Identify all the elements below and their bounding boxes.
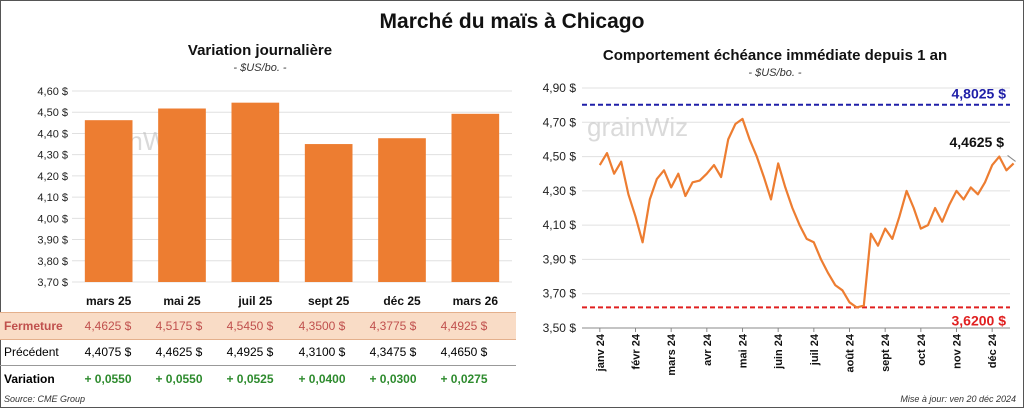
y-tick-label: 3,50 $ (543, 321, 577, 335)
x-tick-label: avr 24 (702, 333, 714, 366)
y-tick-label: 4,00 $ (37, 213, 68, 225)
last-value-leader (1007, 155, 1016, 162)
y-tick-label: 4,30 $ (543, 184, 577, 198)
table-row-fermeture: Fermeture 4,4625 $ 4,5175 $ 4,5450 $ 4,3… (0, 312, 516, 340)
bar (158, 108, 206, 282)
bar (378, 138, 426, 282)
source-note: Source: CME Group (4, 394, 86, 404)
last-value-label: 4,4625 $ (950, 134, 1005, 150)
bar (304, 144, 353, 282)
x-tick-label: sept 24 (880, 333, 892, 372)
table-cell: 4,5450 $ (226, 319, 274, 333)
table-cell: + 0,0550 (84, 372, 132, 386)
line-chart-title: Comportement échéance immédiate depuis 1… (602, 47, 948, 64)
y-tick-label: 3,70 $ (37, 277, 68, 289)
y-tick-label: 3,70 $ (543, 287, 577, 301)
table-cell: + 0,0550 (155, 372, 203, 386)
table-cell: 4,4625 $ (84, 319, 132, 333)
bar (84, 120, 133, 282)
x-tick-label: sept 25 (308, 294, 350, 308)
table-cell: 4,3500 $ (298, 319, 346, 333)
y-tick-label: 4,40 $ (37, 128, 68, 140)
watermark: grainWiz (587, 112, 688, 142)
table-cell: 4,4075 $ (84, 345, 132, 359)
x-tick-label: nov 24 (952, 333, 964, 369)
bar (231, 102, 280, 282)
bar-chart-unit: - $US/bo. - (233, 62, 287, 74)
y-tick-label: 4,10 $ (37, 192, 68, 204)
reference-label: 3,6200 $ (952, 312, 1007, 328)
table-cell: 4,3775 $ (369, 319, 417, 333)
x-tick-label: mai 25 (163, 294, 201, 308)
x-tick-label: mai 24 (738, 333, 750, 368)
table-cell: 4,4650 $ (440, 345, 488, 359)
table-cell: + 0,0300 (369, 372, 417, 386)
table-cell: + 0,0400 (298, 372, 346, 386)
bar-chart: 3,70 $ 3,80 $ 3,90 $ 4,00 $ 4,10 $ 4,20 $ 4,30… (37, 86, 512, 308)
x-tick-label: oct 24 (916, 333, 928, 366)
y-tick-label: 4,70 $ (543, 115, 577, 129)
x-tick-label: juil 24 (809, 333, 821, 366)
table-row-variation: Variation + 0,0550 + 0,0550 + 0,0525 + 0… (0, 365, 516, 392)
table-cell: + 0,0525 (226, 372, 274, 386)
table-row-precedent: Précédent 4,4075 $ 4,4625 $ 4,4925 $ 4,3… (0, 339, 516, 365)
y-tick-label: 4,60 $ (37, 86, 68, 98)
table-cell: 4,4925 $ (440, 319, 488, 333)
table-cell: 4,4925 $ (226, 345, 274, 359)
main-title: Marché du maïs à Chicago (379, 10, 645, 33)
x-tick-label: janv 24 (595, 333, 607, 372)
x-tick-label: déc 25 (383, 294, 421, 308)
line-chart: 3,50 $ 3,70 $ 3,90 $ 4,10 $ 4,30 $ 4,50 $ 4,70… (543, 81, 1016, 376)
x-tick-label: juin 24 (773, 333, 785, 370)
x-tick-label: juil 25 (237, 294, 272, 308)
row-label-variation: Variation (4, 372, 55, 386)
y-tick-label: 4,50 $ (37, 107, 68, 119)
y-tick-label: 3,90 $ (543, 252, 577, 266)
y-tick-label: 4,50 $ (543, 150, 577, 164)
y-tick-label: 3,90 $ (37, 235, 68, 247)
x-tick-label: mars 26 (453, 294, 499, 308)
table-cell: 4,3100 $ (298, 345, 346, 359)
table-cell: 4,4625 $ (155, 345, 203, 359)
row-label-fermeture: Fermeture (4, 319, 63, 333)
table-cell: + 0,0275 (440, 372, 488, 386)
y-tick-label: 4,10 $ (543, 218, 577, 232)
table-cell: 4,5175 $ (155, 319, 203, 333)
y-tick-label: 4,30 $ (37, 150, 68, 162)
y-tick-label: 3,80 $ (37, 256, 68, 268)
bar-chart-title: Variation journalière (187, 42, 333, 59)
x-tick-label: févr 24 (631, 333, 643, 369)
x-tick-label: déc 24 (987, 333, 999, 368)
update-note: Mise à jour: ven 20 déc 2024 (900, 394, 1016, 404)
x-tick-label: mars 25 (86, 294, 132, 308)
reference-label: 4,8025 $ (952, 86, 1007, 102)
line-chart-unit: - $US/bo. - (748, 67, 802, 79)
x-tick-label: août 24 (845, 333, 857, 372)
price-line (598, 117, 1015, 309)
table-cell: 4,3475 $ (369, 345, 417, 359)
y-tick-label: 4,90 $ (543, 81, 577, 95)
bar (451, 113, 500, 282)
x-tick-label: mars 24 (666, 333, 678, 375)
row-label-precedent: Précédent (4, 345, 59, 359)
y-tick-label: 4,20 $ (37, 171, 68, 183)
